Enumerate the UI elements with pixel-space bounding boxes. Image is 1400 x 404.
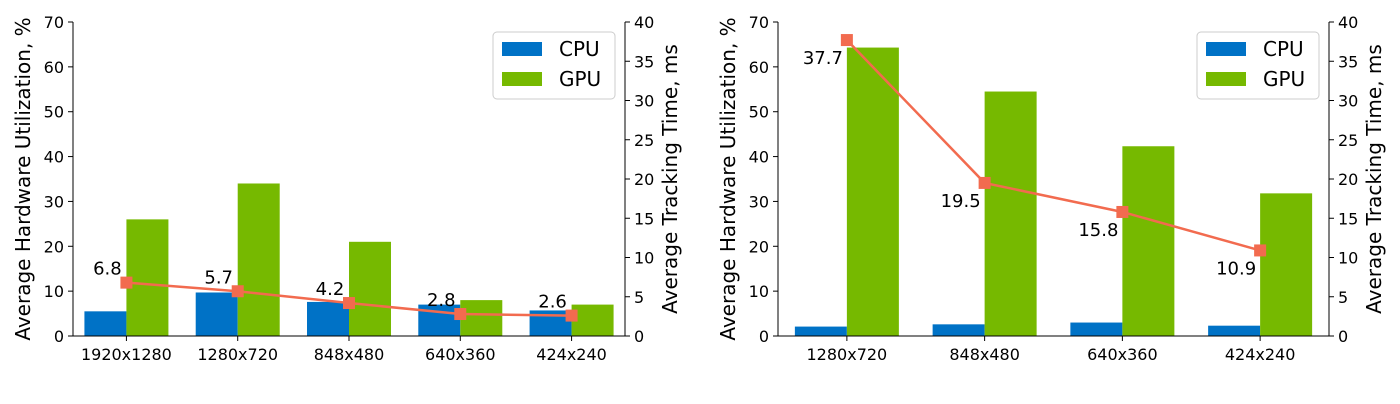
tracking-time-data-label: 6.8 [93,259,122,280]
x-tick-label: 1280x720 [807,345,888,364]
y-left-tick-label: 0 [759,327,769,346]
tracking-time-marker [1116,205,1129,218]
gpu-bar [1122,146,1175,336]
gpu-bar [1260,193,1313,336]
x-tick-label: 1920x1280 [81,345,172,364]
y-left-axis-title: Average Hardware Utilization, % [716,17,740,340]
y-right-tick-label: 0 [634,327,644,346]
tracking-time-data-label: 37.7 [803,48,843,69]
gpu-bar [984,91,1037,337]
y-right-tick-label: 5 [1338,288,1348,307]
gpu-bar [237,183,280,336]
cpu-bar [794,326,847,336]
gpu-legend-swatch [1206,72,1246,86]
cpu-bar [932,324,985,336]
chart-resolution-5: 6.8 5.7 4.2 2.8 2.6 0 10 20 30 40 50 60 70 0 5 10 15 20 25… [11,13,682,364]
tracking-time-marker [120,276,133,289]
y-right-tick-label: 5 [634,288,644,307]
tracking-time-data-label: 10.9 [1216,258,1256,279]
y-left-tick-label: 30 [749,192,769,211]
y-left-tick-label: 20 [749,237,769,256]
y-right-tick-label: 40 [634,13,654,32]
y-left-tick-label: 70 [749,13,769,32]
tracking-time-line [845,39,1261,252]
gpu-legend-label: GPU [559,67,601,91]
y-right-tick-label: 35 [634,52,654,71]
tracking-time-marker [343,297,355,310]
y-right-tick-label: 20 [634,170,654,189]
x-tick-label: 640x360 [425,345,496,364]
y-right-tick-label: 0 [1338,327,1348,346]
y-right-axis-title: Average Tracking Time, ms [658,44,682,314]
tracking-time-data-label: 19.5 [941,191,981,212]
legend: CPU GPU [1196,31,1320,100]
y-right-tick-label: 15 [1338,209,1358,228]
gpu-bar [460,300,503,336]
tracking-time-data-label: 2.6 [538,292,567,313]
x-tick-label: 1280x720 [197,345,278,364]
gpu-legend-label: GPU [1263,67,1305,91]
tracking-time-marker [1254,244,1267,257]
tracking-time-data-label: 15.8 [1078,220,1118,241]
cpu-bar [195,292,238,336]
y-right-tick-label: 20 [1338,170,1358,189]
tracking-time-marker [231,285,244,298]
y-left-tick-label: 40 [749,148,769,167]
y-right-tick-label: 25 [634,131,654,150]
y-right-tick-label: 15 [634,209,654,228]
gpu-bar [846,47,899,336]
y-left-tick-label: 0 [54,327,64,346]
y-left-tick-label: 30 [44,192,64,211]
cpu-bar [1070,322,1123,336]
tracking-time-marker [840,34,853,47]
y-left-tick-label: 60 [44,58,64,77]
gpu-bar [349,241,391,336]
x-tick-label: 424x240 [536,345,607,364]
y-right-tick-label: 10 [634,249,654,268]
cpu-legend-swatch [502,42,542,56]
tracking-time-marker [454,308,467,321]
gpu-legend-swatch [502,72,542,86]
gpu-bar [126,219,169,336]
y-right-tick-label: 30 [1338,92,1358,111]
y-right-tick-label: 35 [1338,52,1358,71]
cpu-legend-swatch [1206,42,1246,56]
y-right-tick-label: 30 [634,92,654,111]
x-tick-label: 848x480 [314,345,385,364]
y-left-tick-label: 70 [44,13,64,32]
cpu-bar [84,311,127,336]
cpu-bar [307,301,349,336]
tracking-time-data-label: 2.8 [427,290,456,311]
y-left-tick-label: 10 [44,282,64,301]
y-left-tick-label: 10 [749,282,769,301]
cpu-legend-label: CPU [1263,37,1304,61]
y-right-tick-label: 40 [1338,13,1358,32]
y-left-tick-label: 50 [44,103,64,122]
y-left-tick-label: 20 [44,237,64,256]
y-left-tick-label: 50 [749,103,769,122]
chart-resolution-4: 37.7 19.5 15.8 10.9 0 10 20 30 40 50 60 70 0 5 10 15 20 2… [716,13,1386,364]
tracking-time-data-label: 5.7 [204,267,233,288]
x-tick-label: 424x240 [1225,345,1296,364]
x-tick-label: 640x360 [1087,345,1158,364]
x-tick-label: 848x480 [949,345,1020,364]
y-left-axis-title: Average Hardware Utilization, % [11,17,35,340]
tracking-time-data-label: 4.2 [316,279,345,300]
gpu-bar [571,304,614,336]
y-right-tick-label: 10 [1338,249,1358,268]
y-left-tick-label: 60 [749,58,769,77]
cpu-legend-label: CPU [559,37,600,61]
cpu-bar [1208,325,1261,336]
tracking-time-marker [565,309,578,322]
y-right-tick-label: 25 [1338,131,1358,150]
y-right-axis-title: Average Tracking Time, ms [1362,44,1386,314]
y-left-tick-label: 40 [44,148,64,167]
legend: CPU GPU [492,31,616,100]
tracking-time-marker [978,176,991,189]
